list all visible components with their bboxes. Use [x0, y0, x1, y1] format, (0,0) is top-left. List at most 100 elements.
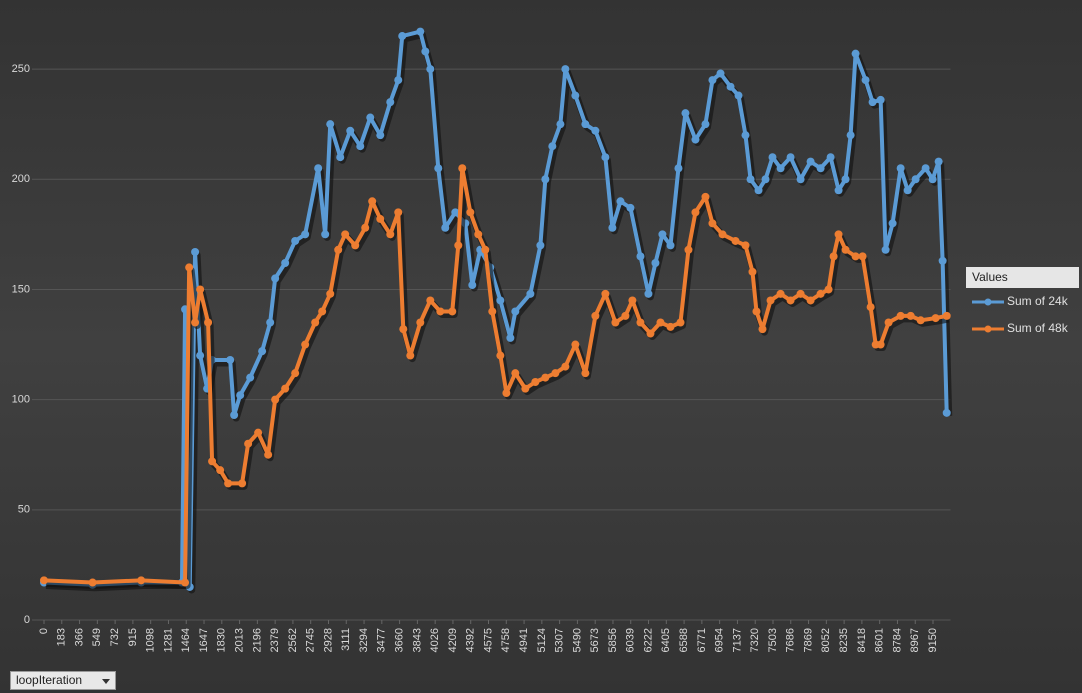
marker	[666, 322, 675, 331]
marker	[496, 351, 505, 360]
marker	[536, 241, 545, 250]
marker	[708, 219, 717, 228]
y-tick-label: 100	[12, 394, 30, 406]
x-tick-label: 5490	[571, 628, 583, 652]
marker	[314, 164, 323, 173]
marker	[591, 126, 600, 135]
marker	[356, 142, 365, 151]
marker	[591, 311, 600, 320]
marker	[398, 32, 407, 41]
marker	[651, 259, 660, 267]
marker	[826, 153, 835, 162]
marker	[701, 120, 710, 129]
marker	[336, 153, 345, 162]
marker	[551, 369, 560, 378]
x-tick-label: 4758	[500, 628, 512, 652]
field-button[interactable]: loopIteration	[10, 671, 116, 690]
marker	[326, 120, 335, 129]
marker	[681, 109, 690, 118]
marker	[806, 296, 815, 305]
marker	[754, 186, 763, 195]
marker	[548, 142, 557, 151]
marker	[608, 223, 617, 232]
x-tick-label: 2013	[233, 628, 245, 652]
marker	[264, 450, 273, 459]
x-tick-label: 6588	[678, 628, 690, 652]
marker	[626, 203, 635, 212]
x-tick-label: 8601	[874, 628, 886, 652]
grid: 0 50 100 150 200 250 0 183 366 549 732 915 1098 1281 1…	[12, 63, 951, 652]
marker	[368, 197, 377, 206]
marker	[786, 296, 795, 305]
marker	[196, 285, 205, 294]
x-tick-label: 1281	[162, 628, 174, 652]
x-tick-label: 8784	[891, 628, 903, 652]
marker	[741, 241, 750, 250]
x-tick-label: 7320	[749, 628, 761, 652]
marker	[326, 289, 335, 298]
x-tick-label: 6222	[642, 628, 654, 652]
dropdown-arrow[interactable]	[102, 679, 110, 684]
marker	[884, 318, 893, 327]
marker	[421, 47, 430, 56]
marker	[541, 175, 550, 184]
marker	[394, 76, 403, 85]
marker	[196, 351, 205, 360]
y-tick-label: 200	[12, 173, 30, 185]
marker	[761, 175, 770, 184]
marker	[726, 82, 735, 91]
marker	[468, 281, 477, 290]
marker	[502, 389, 511, 398]
x-tick-label: 5307	[554, 628, 566, 652]
marker	[816, 164, 825, 173]
marker	[829, 252, 838, 261]
marker	[868, 98, 877, 107]
marker	[399, 325, 408, 334]
marker	[934, 157, 943, 166]
marker	[436, 307, 445, 316]
marker	[40, 576, 48, 585]
x-tick-label: 1464	[180, 628, 192, 652]
marker	[931, 314, 940, 323]
marker	[776, 164, 785, 173]
x-tick-label: 5673	[589, 628, 601, 652]
x-tick-label: 4209	[447, 628, 459, 652]
marker	[426, 65, 435, 74]
marker	[451, 208, 460, 217]
marker	[238, 479, 247, 488]
marker	[466, 208, 475, 217]
x-tick-label: 7686	[785, 628, 797, 652]
marker	[531, 378, 540, 386]
marker	[291, 236, 300, 245]
marker	[541, 373, 550, 382]
marker	[876, 340, 885, 349]
x-tick-label: 3111	[340, 628, 352, 651]
marker	[834, 230, 843, 239]
marker	[561, 65, 570, 74]
x-tick-label: 366	[73, 628, 85, 646]
marker	[921, 164, 930, 173]
marker	[731, 236, 740, 245]
legend-label: Sum of 48k	[1007, 321, 1069, 335]
x-tick-label: 6771	[696, 628, 708, 652]
y-tick-label: 0	[24, 614, 30, 626]
marker	[458, 164, 467, 173]
x-tick-label: 7137	[731, 628, 743, 652]
x-tick-label: 6954	[714, 628, 726, 652]
marker	[426, 296, 435, 305]
x-tick-label: 3477	[376, 628, 388, 652]
legend-marker	[984, 325, 992, 333]
marker	[896, 164, 905, 173]
marker	[434, 164, 443, 173]
marker	[691, 208, 700, 217]
marker	[701, 192, 710, 201]
x-tick-label: 3843	[411, 628, 423, 652]
x-tick-label: 9150	[927, 628, 939, 652]
marker	[386, 98, 395, 107]
marker	[571, 340, 580, 349]
marker	[366, 113, 375, 122]
marker	[851, 252, 860, 261]
marker	[636, 252, 645, 261]
marker	[786, 153, 795, 162]
